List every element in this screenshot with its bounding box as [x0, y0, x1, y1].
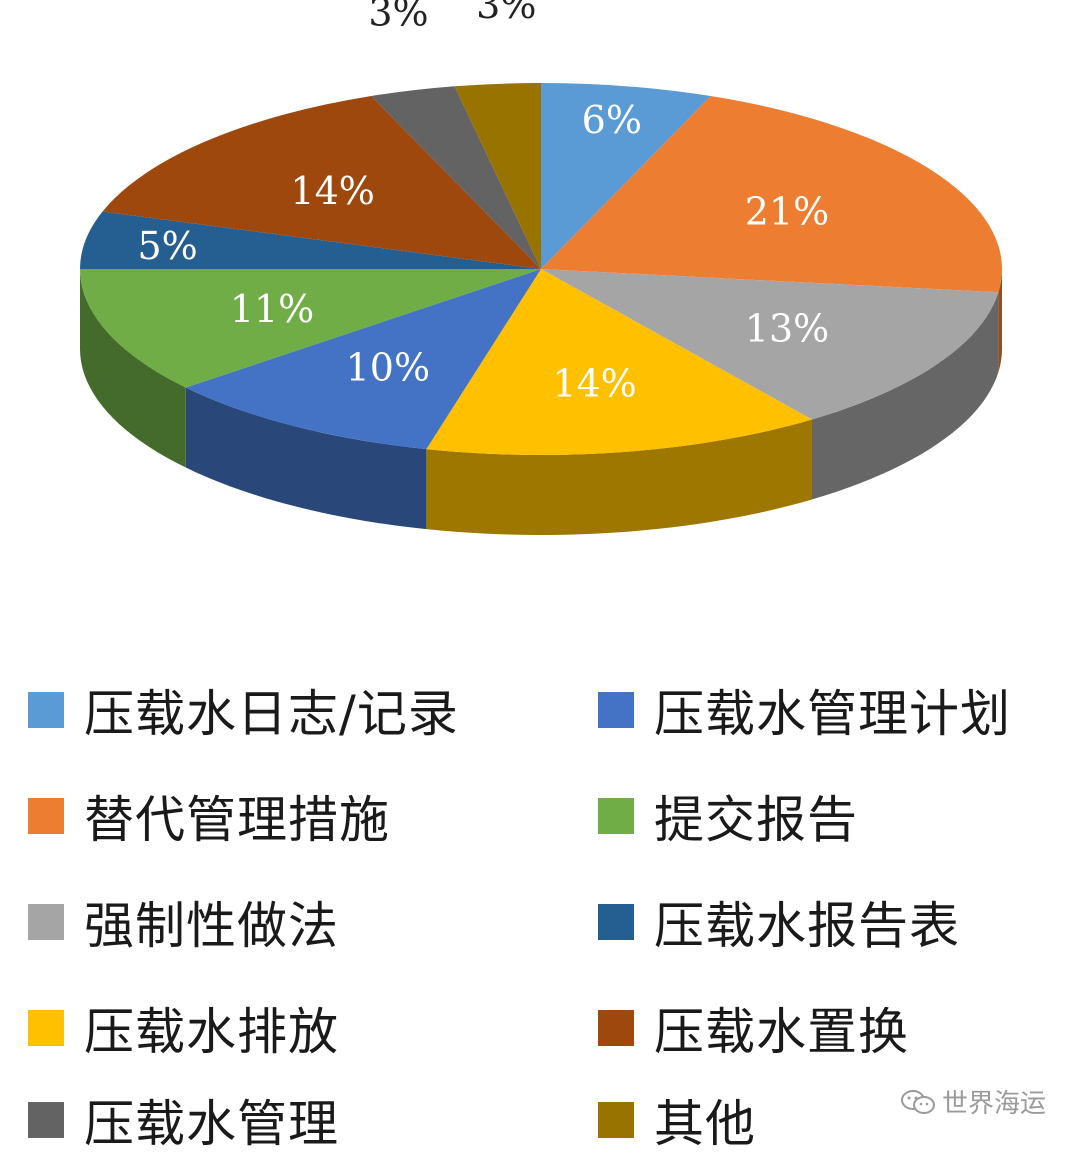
pie-label-9: 3%: [476, 0, 536, 27]
legend-item-ballast-log: 压载水日志/记录: [28, 670, 459, 750]
legend-label: 替代管理措施: [84, 780, 390, 852]
legend-item-mandatory-practice: 强制性做法: [28, 882, 339, 962]
legend-item-alternative-measures: 替代管理措施: [28, 776, 390, 856]
legend-label: 压载水报告表: [654, 886, 960, 958]
wechat-icon: [900, 1089, 936, 1115]
legend-swatch: [598, 904, 634, 940]
pie-label-7: 14%: [290, 169, 374, 213]
pie-label-1: 21%: [745, 189, 829, 233]
legend-swatch: [28, 1102, 64, 1138]
legend-label: 压载水日志/记录: [84, 674, 459, 746]
legend-swatch: [28, 798, 64, 834]
watermark: 世界海运: [900, 1083, 1046, 1120]
pie-label-6: 5%: [137, 224, 197, 268]
legend-label: 提交报告: [654, 780, 858, 852]
pie-label-3: 14%: [552, 361, 636, 405]
legend-swatch: [28, 904, 64, 940]
legend-label: 压载水排放: [84, 992, 339, 1064]
legend-item-submit-report: 提交报告: [598, 776, 858, 856]
legend-item-management-plan: 压载水管理计划: [598, 670, 1011, 750]
legend-label: 压载水置换: [654, 992, 909, 1064]
pie-label-2: 13%: [745, 307, 829, 351]
legend-label: 压载水管理计划: [654, 674, 1011, 746]
pie-label-5: 11%: [230, 287, 314, 331]
chart-legend: 压载水日志/记录 压载水管理计划 替代管理措施 提交报告 强制性做法 压载水报告…: [0, 670, 1080, 1140]
legend-item-other: 其他: [598, 1080, 756, 1160]
legend-item-report-form: 压载水报告表: [598, 882, 960, 962]
legend-swatch: [598, 1010, 634, 1046]
legend-swatch: [598, 692, 634, 728]
legend-item-discharge: 压载水排放: [28, 988, 339, 1068]
pie-label-8: 3%: [368, 0, 428, 35]
legend-swatch: [598, 798, 634, 834]
legend-item-exchange: 压载水置换: [598, 988, 909, 1068]
legend-swatch: [28, 692, 64, 728]
pie-label-4: 10%: [346, 345, 430, 389]
pie-chart: 6% 21% 13% 14% 10% 11% 5% 14% 3% 3%: [0, 0, 1080, 660]
legend-swatch: [28, 1010, 64, 1046]
pie-slices: [80, 83, 1002, 455]
legend-label: 其他: [654, 1084, 756, 1156]
pie-label-0: 6%: [582, 98, 642, 142]
legend-swatch: [598, 1102, 634, 1138]
legend-label: 压载水管理: [84, 1084, 339, 1156]
watermark-text: 世界海运: [942, 1083, 1046, 1120]
legend-item-management: 压载水管理: [28, 1080, 339, 1160]
legend-label: 强制性做法: [84, 886, 339, 958]
